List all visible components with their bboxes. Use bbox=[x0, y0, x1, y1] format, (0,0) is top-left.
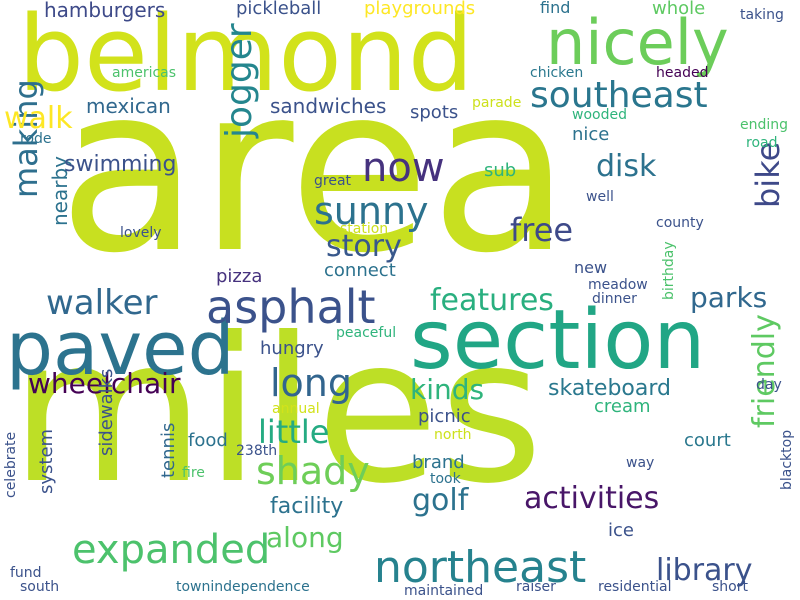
word: hamburgers bbox=[44, 0, 166, 22]
word: blacktop bbox=[779, 429, 795, 490]
word: section bbox=[410, 293, 706, 388]
word: dinner bbox=[592, 291, 637, 307]
word: sidewalks bbox=[96, 368, 117, 456]
word: wheelchair bbox=[28, 367, 181, 400]
word: connect bbox=[324, 260, 396, 281]
word: southeast bbox=[530, 75, 708, 116]
word: mexican bbox=[86, 94, 171, 118]
word: cream bbox=[594, 396, 651, 417]
word: free bbox=[510, 211, 574, 249]
word: pickleball bbox=[236, 0, 322, 19]
word: peaceful bbox=[336, 325, 397, 341]
word: jogger bbox=[219, 23, 260, 138]
word: taking bbox=[740, 7, 784, 23]
word: friendly bbox=[747, 314, 782, 428]
word: pizza bbox=[216, 266, 263, 287]
word: sandwiches bbox=[270, 94, 387, 118]
word: short bbox=[712, 579, 748, 595]
word: activities bbox=[524, 481, 660, 516]
word: little bbox=[258, 413, 330, 451]
word: meadow bbox=[588, 277, 648, 293]
word: county bbox=[656, 215, 704, 231]
word: library bbox=[656, 553, 753, 588]
word: north bbox=[434, 427, 472, 443]
word: northeast bbox=[374, 542, 587, 593]
word: fund bbox=[10, 565, 42, 581]
word: walker bbox=[46, 283, 158, 323]
word: paved bbox=[6, 306, 235, 392]
word: spots bbox=[410, 102, 459, 123]
word: belmond bbox=[18, 0, 474, 115]
word: miles bbox=[10, 295, 544, 528]
word: expanded bbox=[72, 527, 271, 573]
word: sub bbox=[484, 160, 517, 181]
word: food bbox=[188, 430, 228, 451]
word: hungry bbox=[260, 338, 324, 359]
word: rode bbox=[20, 131, 52, 147]
word: day bbox=[756, 377, 782, 393]
word: features bbox=[430, 283, 554, 318]
word: walk bbox=[4, 101, 73, 136]
word: took bbox=[430, 471, 461, 487]
word: playgrounds bbox=[364, 0, 476, 19]
word: nicely bbox=[546, 6, 729, 79]
word: kinds bbox=[410, 373, 485, 406]
word: residential bbox=[598, 579, 672, 595]
word: south bbox=[20, 579, 60, 595]
word: sunny bbox=[314, 189, 429, 233]
word: story bbox=[326, 229, 402, 264]
word: road bbox=[746, 135, 778, 151]
word: picnic bbox=[418, 406, 471, 427]
word: parks bbox=[690, 281, 768, 314]
word: asphalt bbox=[206, 280, 376, 334]
word: raiser bbox=[516, 579, 556, 595]
word: station bbox=[340, 221, 389, 237]
word: great bbox=[314, 173, 352, 189]
word: shady bbox=[256, 449, 370, 493]
word: brand bbox=[412, 452, 465, 473]
word: americas bbox=[112, 65, 177, 81]
word: find bbox=[540, 0, 571, 17]
word: parade bbox=[472, 95, 522, 111]
word: disk bbox=[596, 149, 657, 184]
word: court bbox=[684, 430, 731, 451]
word: lovely bbox=[120, 225, 162, 241]
word: well bbox=[586, 189, 614, 205]
word: chicken bbox=[530, 65, 584, 81]
word: celebrate bbox=[3, 431, 19, 498]
word: area bbox=[58, 37, 571, 304]
word: annual bbox=[272, 401, 320, 417]
word: headed bbox=[656, 65, 709, 81]
word: whole bbox=[652, 0, 706, 19]
word: system bbox=[36, 428, 57, 494]
word: maintained bbox=[404, 583, 484, 599]
word: now bbox=[362, 145, 445, 191]
word: ice bbox=[608, 520, 634, 541]
word: wooded bbox=[572, 107, 627, 123]
word: birthday bbox=[661, 241, 677, 300]
word: way bbox=[626, 455, 655, 471]
word: townindependence bbox=[176, 579, 310, 595]
word: facility bbox=[270, 494, 344, 519]
word: bike bbox=[749, 141, 787, 208]
word: fire bbox=[182, 465, 205, 481]
word: golf bbox=[412, 483, 469, 518]
word: new bbox=[574, 258, 608, 277]
word: tennis bbox=[158, 422, 179, 478]
word: along bbox=[266, 521, 344, 554]
word: 238th bbox=[236, 443, 278, 459]
word: long bbox=[270, 361, 353, 405]
word: ending bbox=[740, 117, 789, 133]
word: swimming bbox=[64, 152, 177, 177]
word: skateboard bbox=[548, 376, 671, 401]
word: nice bbox=[572, 124, 610, 145]
